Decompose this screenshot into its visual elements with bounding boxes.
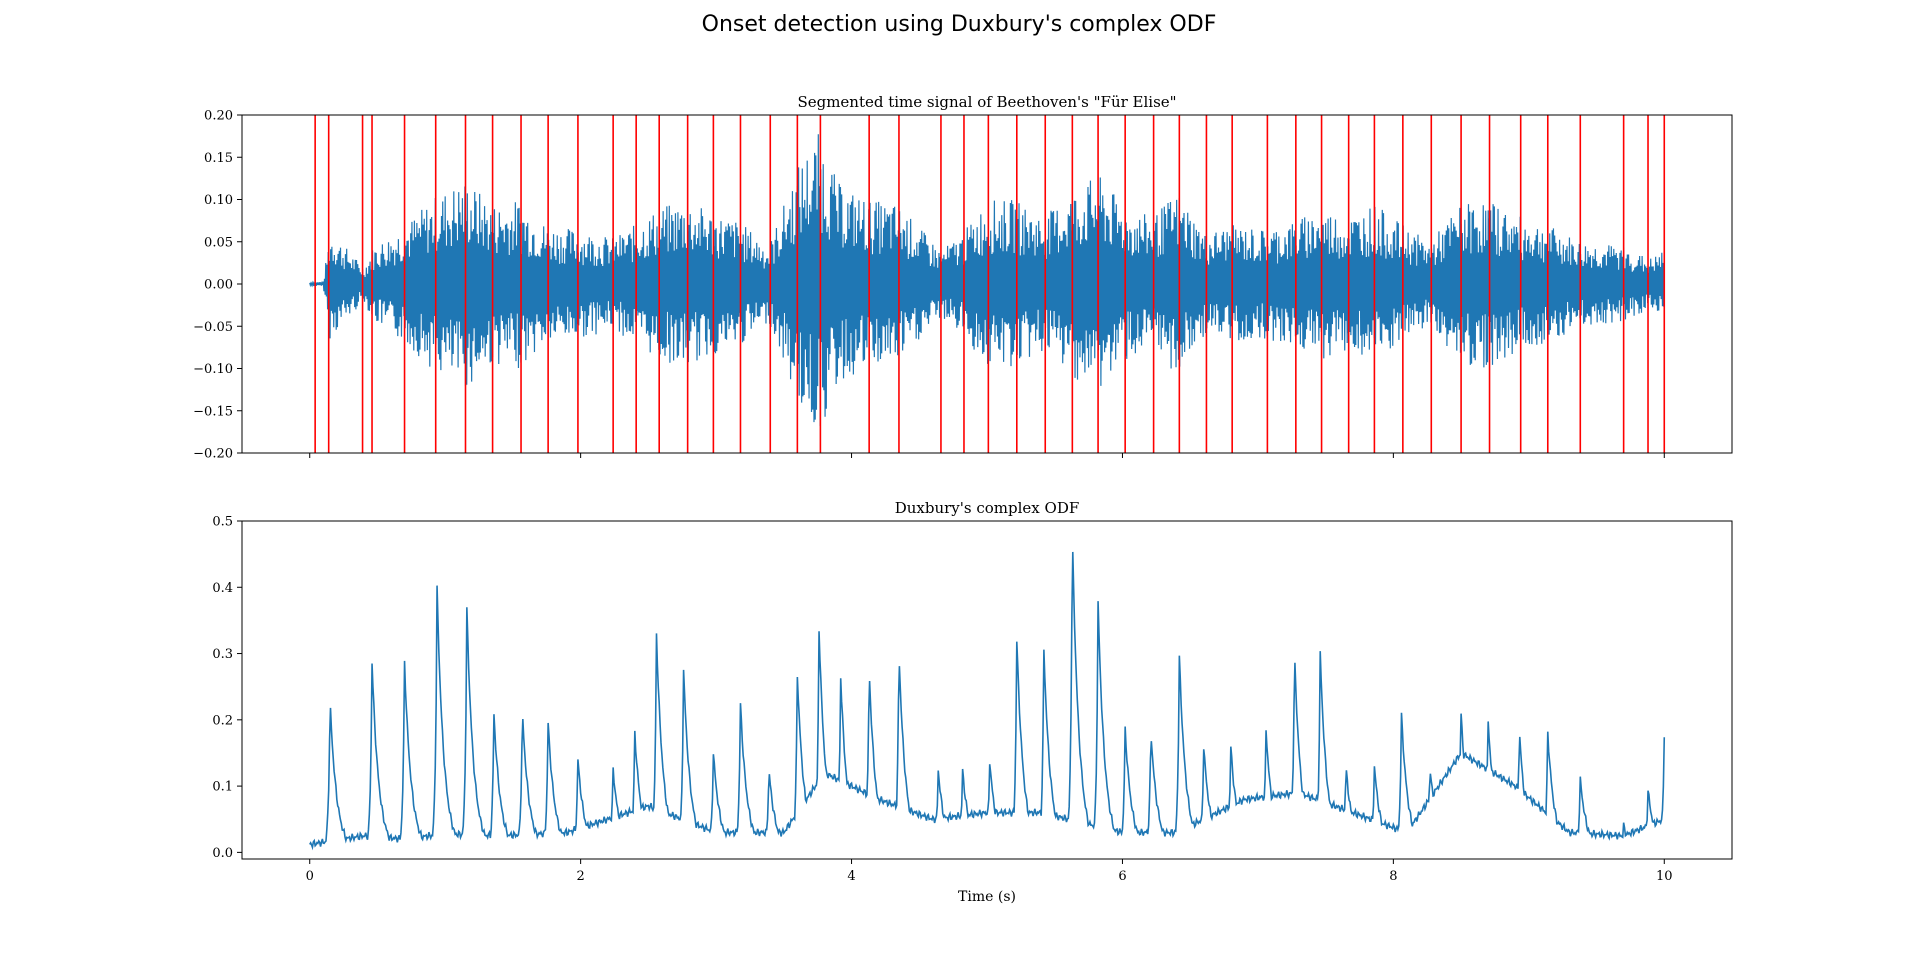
axes-frame	[241, 520, 1733, 860]
subplot-2: Duxbury's complex ODF 0 2 4 6 8 10 0.0 0.1 0.2 0.3…	[212, 499, 1733, 905]
y-tick-label: −0.05	[193, 320, 233, 335]
y-tick-label: 0.1	[212, 780, 233, 795]
y-tick-label: 0.05	[204, 235, 233, 250]
waveform-line	[309, 134, 1665, 427]
subplot-title: Segmented time signal of Beethoven's "Fü…	[797, 93, 1176, 111]
odf-line	[309, 551, 1666, 851]
y-tick-label: 0.3	[212, 647, 233, 662]
y-tick-label: 0.20	[204, 109, 233, 124]
y-tick-label: 0.10	[204, 193, 233, 208]
subplot-title: Duxbury's complex ODF	[895, 499, 1080, 517]
y-tick-label: 0.2	[212, 713, 233, 728]
x-tick-label: 0	[306, 869, 314, 884]
subplot-1: Segmented time signal of Beethoven's "Fü…	[193, 93, 1733, 462]
y-tick-label: 0.15	[204, 151, 233, 166]
y-tick-label: −0.15	[193, 404, 233, 419]
y-tick-label: −0.20	[193, 447, 233, 462]
plot-data	[309, 115, 1666, 453]
x-tick-label: 8	[1389, 869, 1397, 884]
x-tick-label: 2	[576, 869, 584, 884]
figure-suptitle: Onset detection using Duxbury's complex …	[701, 12, 1217, 37]
x-tick-label: 6	[1118, 869, 1126, 884]
x-axis-label: Time (s)	[958, 889, 1016, 905]
y-tick-label: 0.0	[212, 846, 233, 861]
y-tick-label: −0.10	[193, 362, 233, 377]
plot-data	[309, 551, 1666, 851]
x-tick-label: 10	[1656, 869, 1673, 884]
y-tick-label: 0.4	[212, 581, 233, 596]
y-tick-label: 0.5	[212, 515, 233, 530]
x-tick-label: 4	[847, 869, 855, 884]
y-tick-label: 0.00	[204, 278, 233, 293]
